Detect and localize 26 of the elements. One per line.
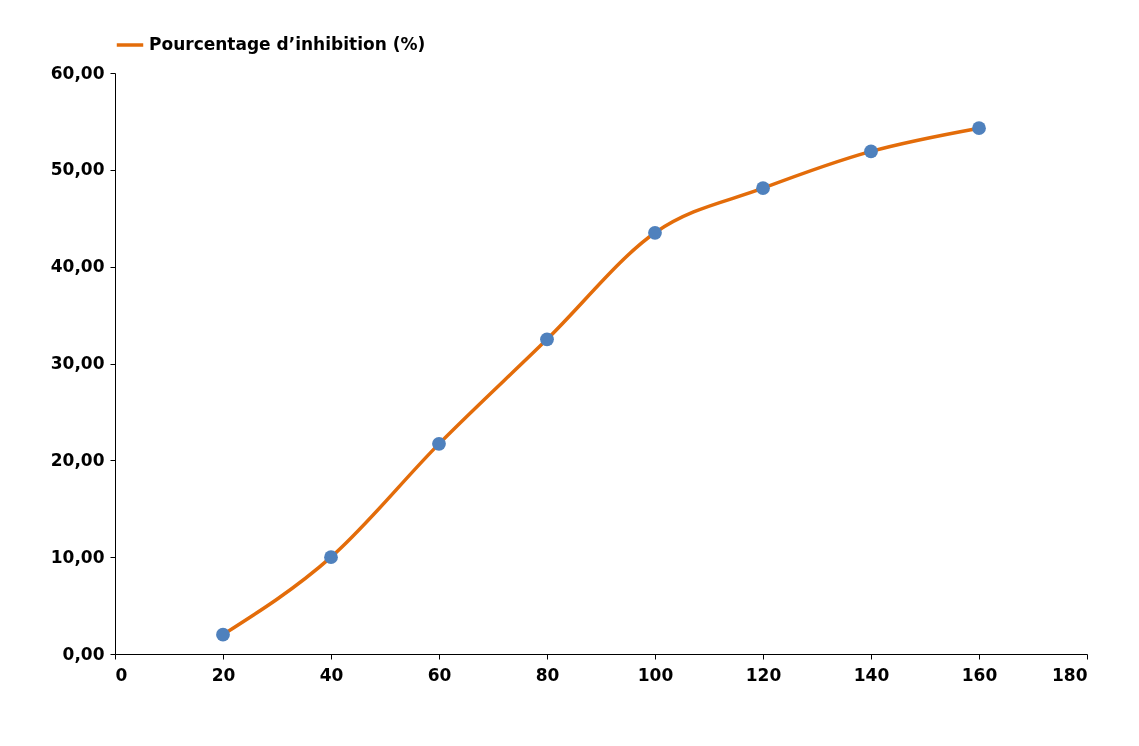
point	[756, 181, 770, 196]
y-tick-label: 10,00	[50, 546, 105, 567]
point	[648, 225, 662, 240]
y-tick-label: 50,00	[50, 159, 105, 180]
y-tick-label: 20,00	[50, 449, 105, 470]
x-tick-label: 100	[637, 664, 674, 685]
point	[864, 144, 878, 159]
y-tick-label: 60,00	[50, 62, 105, 83]
point	[432, 436, 446, 451]
y-tick-label: 0,00	[62, 643, 105, 664]
point	[216, 627, 230, 642]
x-tick-label: 60	[427, 664, 452, 685]
x-tick-label: 180	[1052, 664, 1088, 685]
x-tick-label: 140	[853, 664, 890, 685]
legend-label: Pourcentage d’inhibition (%)	[149, 34, 426, 54]
y-tick-label: 30,00	[50, 353, 105, 373]
point	[540, 332, 554, 347]
x-tick-label: 120	[745, 664, 782, 685]
x-tick-label: 40	[319, 664, 344, 685]
point	[324, 550, 338, 565]
point	[972, 121, 986, 136]
x-tick-label: 0	[115, 664, 128, 685]
x-tick-label: 20	[211, 664, 236, 685]
x-tick-label: 160	[961, 664, 998, 685]
x-tick-label: 80	[535, 664, 560, 685]
y-tick-label: 40,00	[50, 256, 105, 277]
